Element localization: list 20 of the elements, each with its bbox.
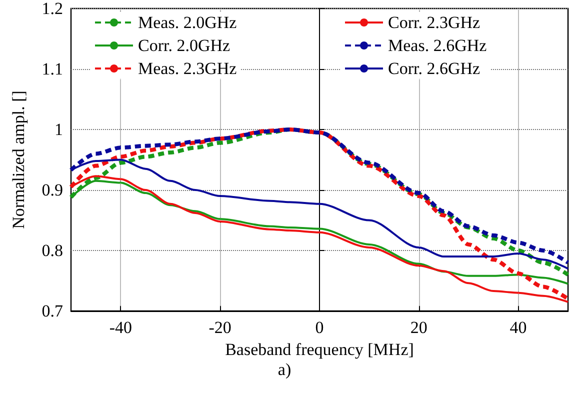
legend-label: Meas. 2.3GHz xyxy=(138,59,238,78)
legend-label: Meas. 2.0GHz xyxy=(138,13,238,32)
x-tick-label: 0 xyxy=(315,318,324,337)
y-tick-label: 0.9 xyxy=(42,180,63,200)
legend-label: Corr. 2.6GHz xyxy=(388,59,481,78)
legend-label: Corr. 2.3GHz xyxy=(388,13,481,32)
y-tick-label: 1.1 xyxy=(42,60,63,78)
legend-label: Meas. 2.6GHz xyxy=(388,36,488,55)
x-axis-title: Baseband frequency [MHz] xyxy=(225,340,414,359)
y-tick-label: 1 xyxy=(54,120,63,139)
y-tick-label: 0.8 xyxy=(42,241,63,260)
x-tick-label: 40 xyxy=(510,318,527,337)
legend-label: Corr. 2.0GHz xyxy=(138,36,231,55)
y-tick-label: 1.2 xyxy=(42,0,63,18)
y-axis-title: Normalized ampl. [] xyxy=(9,90,28,229)
y-tick-label: 0.7 xyxy=(42,302,64,320)
x-tick-label: -20 xyxy=(208,318,232,337)
text: a) xyxy=(278,360,292,379)
x-tick-label: -40 xyxy=(109,318,132,337)
x-tick-label: 20 xyxy=(410,318,428,337)
